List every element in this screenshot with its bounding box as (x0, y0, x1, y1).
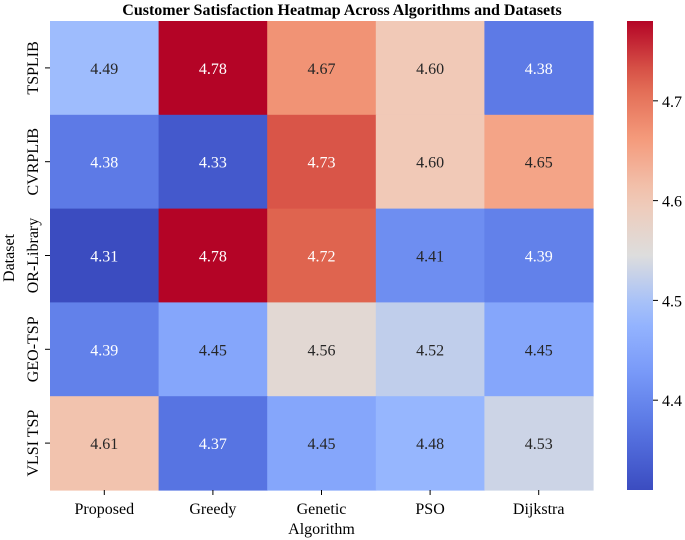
heatmap-cell (267, 396, 377, 491)
heatmap-cell (375, 208, 485, 303)
heatmap-cells: 4.49 4.78 4.67 4.60 4.38 4.38 4.33 4.73 4.60 4.65… (50, 21, 594, 491)
heatmap-cell (50, 396, 160, 491)
cell-value-label: 4.49 (90, 61, 118, 78)
x-tick-label: Proposed (75, 501, 135, 518)
cell-value-label: 4.45 (199, 342, 227, 359)
heatmap-cell (484, 208, 594, 303)
chart-title: Customer Satisfaction Heatmap Across Alg… (122, 2, 561, 19)
cell-value-label: 4.60 (416, 155, 444, 172)
cell-value-label: 4.67 (308, 61, 336, 78)
colorbar-tick-label: 4.6 (662, 194, 682, 211)
y-tick-label: VLSI TSP (25, 410, 42, 477)
cell-value-label: 4.78 (199, 61, 227, 78)
heatmap-cell (50, 114, 160, 210)
cell-value-label: 4.56 (308, 342, 336, 359)
cell-value-label: 4.72 (308, 249, 336, 266)
cell-value-label: 4.48 (416, 436, 444, 453)
cell-value-label: 4.52 (416, 342, 444, 359)
cell-value-label: 4.39 (525, 249, 553, 266)
cell-value-label: 4.45 (308, 436, 336, 453)
heatmap-cell (267, 21, 377, 116)
colorbar-tick-label: 4.5 (662, 293, 682, 310)
heatmap-cell (375, 114, 485, 210)
colorbar: 4.4 4.5 4.6 4.7 (627, 21, 682, 490)
cell-value-label: 4.41 (416, 249, 444, 266)
x-axis-ticks: Proposed Greedy Genetic Algorithm PSO Dijkstr… (75, 490, 565, 538)
cell-value-label: 4.60 (416, 61, 444, 78)
cell-value-label: 4.38 (525, 61, 553, 78)
cell-value-label: 4.65 (525, 155, 553, 172)
x-tick-label: Greedy (189, 501, 236, 518)
colorbar-gradient (627, 21, 653, 490)
heatmap-cell (158, 114, 268, 210)
heatmap-cell (267, 208, 377, 303)
heatmap-cell (375, 396, 485, 491)
y-tick-label: CVRPLIB (25, 128, 42, 196)
colorbar-tick-label: 4.4 (662, 393, 682, 410)
cell-value-label: 4.73 (308, 155, 336, 172)
heatmap-cell (375, 21, 485, 116)
x-tick-label: Dijkstra (513, 501, 565, 518)
y-axis-label: Dataset (1, 233, 18, 282)
cell-value-label: 4.33 (199, 155, 227, 172)
cell-value-label: 4.53 (525, 436, 553, 453)
cell-value-label: 4.45 (525, 342, 553, 359)
heatmap-cell (158, 302, 268, 397)
heatmap-cell (50, 21, 160, 116)
x-tick-label: PSO (415, 501, 444, 518)
heatmap-cell (50, 302, 160, 397)
heatmap-cell (484, 114, 594, 210)
heatmap-cell (484, 396, 594, 491)
heatmap-cell (267, 302, 377, 397)
cell-value-label: 4.37 (199, 436, 227, 453)
heatmap-cell (158, 396, 268, 491)
y-tick-label: OR-Library (25, 218, 42, 294)
heatmap-cell (267, 114, 377, 210)
y-tick-label: TSPLIB (25, 41, 42, 94)
y-tick-label: GEO-TSP (25, 316, 42, 382)
heatmap-cell (158, 21, 268, 116)
cell-value-label: 4.61 (90, 436, 118, 453)
heatmap-cell (375, 302, 485, 397)
heatmap-cell (158, 208, 268, 303)
colorbar-tick-label: 4.7 (662, 94, 682, 111)
cell-value-label: 4.78 (199, 249, 227, 266)
heatmap-cell (484, 302, 594, 397)
cell-value-label: 4.39 (90, 342, 118, 359)
cell-value-label: 4.31 (90, 249, 118, 266)
heatmap-cell (50, 208, 160, 303)
cell-value-label: 4.38 (90, 155, 118, 172)
x-tick-label: Genetic Algorithm (288, 501, 355, 538)
heatmap-cell (484, 21, 594, 116)
y-axis-ticks: TSPLIB CVRPLIB OR-Library GEO-TSP VLSI TSP (25, 41, 50, 477)
